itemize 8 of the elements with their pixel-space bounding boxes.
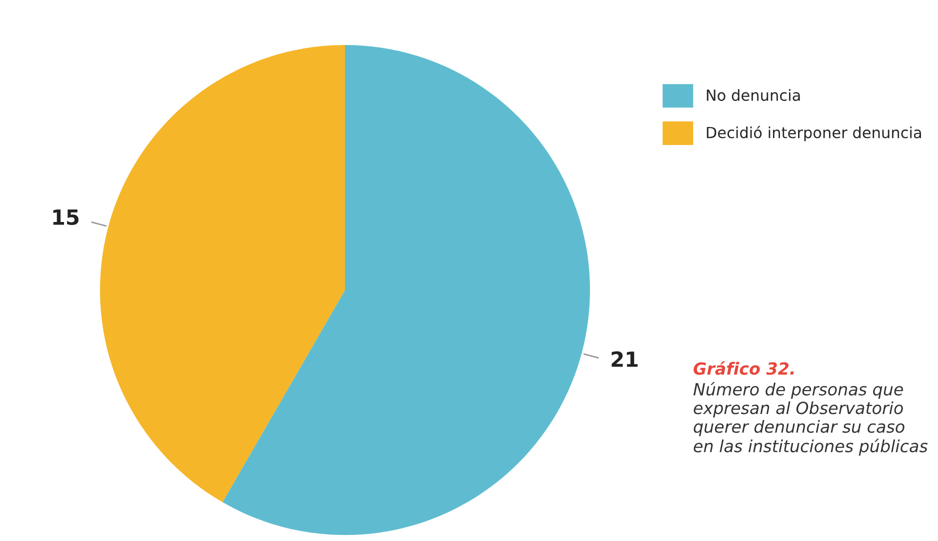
legend-label: Decidió interponer denuncia bbox=[706, 126, 921, 142]
pie-slice bbox=[222, 45, 590, 535]
pie-slice bbox=[100, 45, 345, 502]
text: Número de personas que expresan al Observatorio querer denunciar su caso en las instituciones públicas bbox=[693, 382, 928, 456]
text: Gráfico 32. bbox=[694, 361, 794, 375]
data-label: 21 bbox=[612, 351, 638, 367]
data-label: 15 bbox=[53, 210, 78, 226]
legend-label: No denuncia bbox=[706, 89, 800, 101]
